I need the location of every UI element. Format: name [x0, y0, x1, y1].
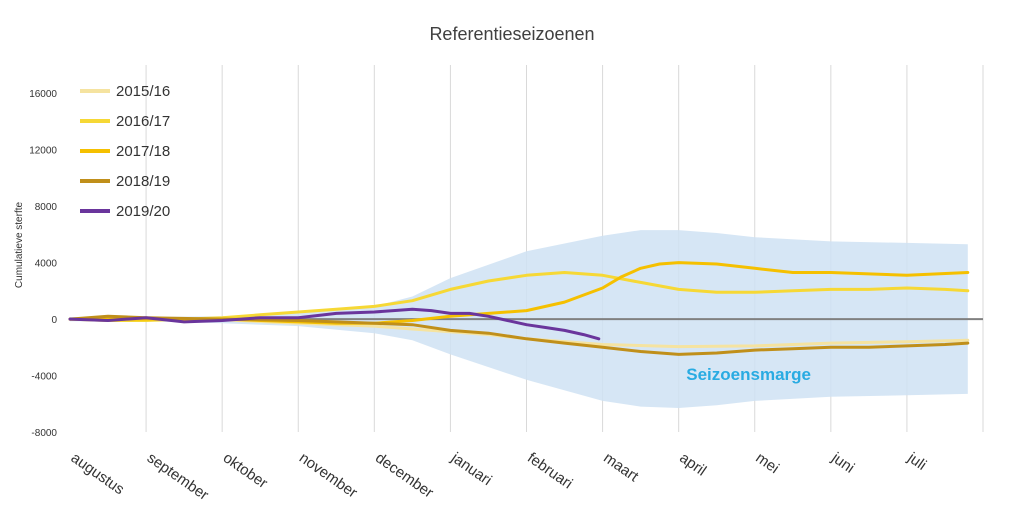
- y-tick-label: 16000: [29, 89, 57, 100]
- y-tick-label: 4000: [35, 259, 58, 270]
- y-tick-label: 8000: [35, 202, 58, 213]
- seizoensmarge-annotation: Seizoensmarge: [686, 365, 811, 384]
- legend-label-2017-18: 2017/18: [116, 143, 170, 160]
- series-line-2019-20: [68, 307, 601, 341]
- legend-label-2016-17: 2016/17: [116, 113, 170, 130]
- chart-title: Referentieseizoenen: [429, 24, 594, 44]
- y-tick-label: -4000: [31, 372, 57, 383]
- y-axis-label: Cumulatieve sterfte: [14, 201, 25, 288]
- y-tick-label: 12000: [29, 146, 57, 157]
- series-line-2018-19: [68, 314, 970, 356]
- legend-label-2018-19: 2018/19: [116, 173, 170, 190]
- y-tick-label: 0: [51, 315, 57, 326]
- legend-label-2015-16: 2015/16: [116, 83, 170, 100]
- y-tick-label: -8000: [31, 428, 57, 439]
- legend-label-2019-20: 2019/20: [116, 203, 170, 220]
- series-layer: [68, 261, 970, 356]
- legend: 2015/16 2016/17 2017/18 2018/19 2019/20: [80, 83, 170, 220]
- y-tick-layer: -8000 -4000 0 4000 8000 12000 16000: [29, 89, 57, 439]
